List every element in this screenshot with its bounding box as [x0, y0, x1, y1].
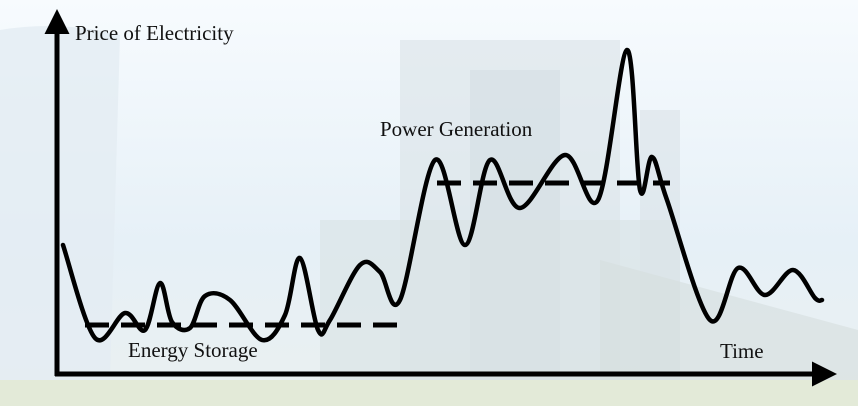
y-axis-label: Price of Electricity: [75, 21, 234, 45]
price-curve: [60, 47, 825, 343]
x-axis-label: Time: [720, 339, 764, 363]
annotation: Energy Storage: [128, 338, 258, 362]
annotation: Power Generation: [380, 117, 533, 141]
axes: [44, 9, 837, 387]
